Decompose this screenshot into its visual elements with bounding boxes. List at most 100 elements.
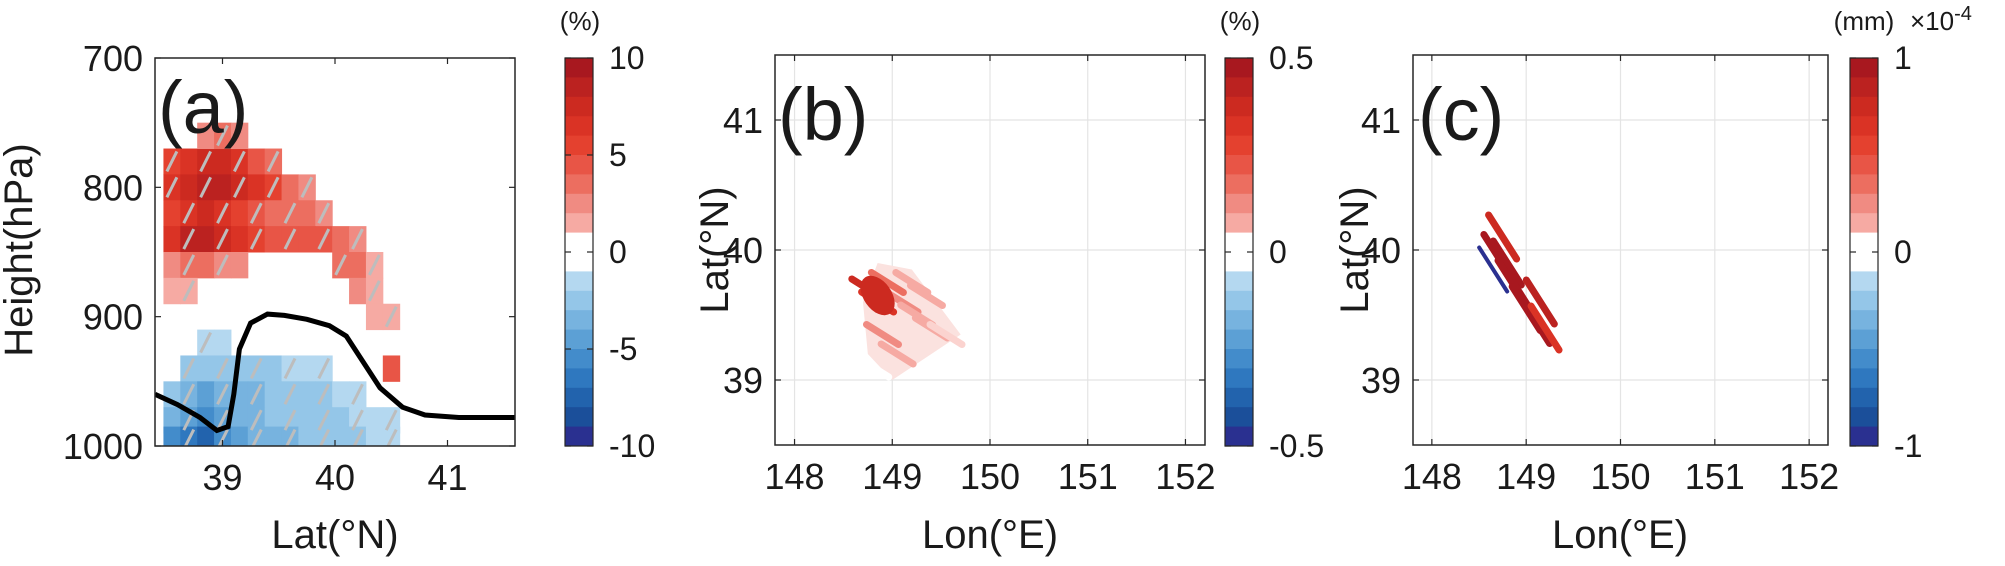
panel-a-hatch [217, 428, 229, 446]
panel-c-colorbar-tick-label: 1 [1894, 40, 1912, 76]
panel-b-colorbar-tick-label: 0.5 [1269, 40, 1313, 76]
panel-a-colorbar-segment [565, 116, 593, 137]
panel-b-ytick-label: 39 [723, 360, 763, 401]
panel-a-colorbar-segment [565, 155, 593, 175]
panel-a-colorbar-segment [565, 96, 593, 117]
panel-a-colorbar-segment [565, 58, 593, 78]
panel-a-colorbar-tick-label: 10 [609, 40, 645, 76]
panel-c-colorbar-segment [1850, 426, 1878, 447]
panel-a-hatch [266, 176, 280, 199]
panel-b-xlabel: Lon(°E) [922, 513, 1058, 557]
panel-c-colorbar-tick-label: -1 [1894, 428, 1922, 464]
panel-c-colorbar-segment [1850, 368, 1878, 389]
panel-a-colorbar-segment [565, 387, 593, 408]
panel-a-ticks: 39 40 41 700 800 900 1000 [63, 38, 515, 498]
panel-c-xtick-label: 148 [1402, 456, 1462, 497]
panel-a-hatch [283, 202, 297, 224]
panel-a-cell [163, 200, 181, 227]
panel-a-xtick-label: 40 [315, 457, 355, 498]
panel-a-hatch [182, 383, 196, 405]
panel-a-cell [214, 148, 232, 175]
panel-a: 39 40 41 700 800 900 1000 (a) Lat(°N) Height(h… [0, 6, 655, 557]
panel-a-hatch [283, 357, 297, 380]
panel-a-hatch [199, 176, 212, 199]
panel-a-hatch [182, 280, 196, 302]
panel-c-streaks [1477, 211, 1563, 354]
panel-b-grid [775, 55, 1205, 445]
panel-a-label: (a) [158, 66, 248, 149]
panel-a-cell [230, 122, 249, 150]
panel-c-xtick-label: 152 [1779, 456, 1839, 497]
panel-a-hatch [182, 228, 196, 250]
panel-b-colorbar-segment [1225, 155, 1253, 175]
panel-c-streak [1477, 245, 1510, 294]
panel-a-hatching [165, 124, 398, 446]
panel-a-colorbar-segment [565, 213, 593, 234]
panel-b-label: (b) [778, 73, 868, 156]
panel-a-hatch [199, 331, 212, 354]
panel-b-colorbar-segment [1225, 252, 1253, 272]
panel-b-colorbar-segment [1225, 329, 1253, 350]
panel-a-cell [365, 426, 384, 446]
panel-a-cell [163, 226, 181, 253]
panel-a-colorbar-tick-label: -10 [609, 428, 655, 464]
panel-c-colorbar-scale: ×10-4 [1910, 3, 1972, 36]
panel-a-colorbar: 10 5 0 -5 -10 [564, 40, 655, 464]
panel-b-colorbar-segment [1225, 96, 1253, 117]
panel-a-colorbar-segment [565, 135, 593, 156]
panel-a-cell [247, 148, 266, 175]
panel-b-streak [867, 269, 907, 296]
panel-a-colorbar-segment [565, 426, 593, 447]
panel-a-colorbar-segment [565, 349, 593, 369]
panel-b-colorbar-tick-label: 0 [1269, 234, 1287, 270]
panel-a-cell [197, 252, 215, 279]
panel-a-hatch [216, 202, 229, 224]
panel-a-hatch [334, 254, 347, 276]
panel-b-ytick-label: 40 [723, 230, 763, 271]
panel-a-cell [230, 226, 249, 253]
panel-c-colorbar-segment [1850, 58, 1878, 78]
panel-b-colorbar-segment [1225, 349, 1253, 369]
panel-a-hatch [386, 428, 398, 446]
panel-a-xtick-label: 41 [427, 457, 467, 498]
panel-a-hatch [183, 428, 196, 446]
panel-a-colorbar-segment [565, 271, 593, 292]
panel-a-cell [264, 355, 283, 382]
panel-a-ytick-label: 900 [83, 297, 143, 338]
panel-b-colorbar-segment [1225, 290, 1253, 311]
panel-a-hatch [249, 409, 263, 431]
panel-b: 148 149 150 151 152 39 40 41 (b) Lon(°E) Lat(°N… [693, 6, 1324, 557]
panel-a-colorbar-segment [565, 252, 593, 272]
panel-a-hatch [384, 305, 398, 328]
panel-a-cell [230, 252, 249, 279]
panel-b-colorbar-segment [1225, 135, 1253, 156]
panel-b-streak [877, 340, 917, 368]
panel-b-ticks: 148 149 150 151 152 39 40 41 [723, 55, 1215, 497]
panel-c-colorbar-segment [1850, 387, 1878, 408]
panel-b-colorbar-segment [1225, 116, 1253, 137]
panel-b-xtick-label: 149 [862, 456, 922, 497]
panel-c-colorbar-segment [1850, 290, 1878, 311]
panel-c-colorbar-segment [1850, 155, 1878, 175]
panel-a-cell [197, 426, 215, 446]
panel-a-cells [163, 122, 401, 446]
panel-a-colorbar-segment [565, 77, 593, 98]
panel-c-streak [1518, 296, 1554, 347]
panel-b-streak [926, 321, 966, 348]
panel-a-ytick-label: 800 [83, 167, 143, 208]
panel-b-colorbar-segment [1225, 58, 1253, 78]
panel-a-colorbar-segment [565, 232, 593, 253]
panel-a-hatch [182, 254, 196, 276]
panel-a-cell [298, 355, 316, 382]
panel-a-cell [264, 200, 283, 227]
panel-b-streak [906, 282, 946, 309]
panel-a-cell [163, 252, 181, 279]
panel-b-xtick-label: 150 [960, 456, 1020, 497]
panel-a-cell [230, 426, 249, 446]
panel-a-cell [214, 329, 232, 356]
panel-a-ylabel: Height(hPa) [0, 143, 41, 356]
panel-c-colorbar-segment [1850, 135, 1878, 156]
panel-a-hatch [351, 409, 364, 431]
panel-a-xtick-label: 39 [202, 457, 242, 498]
